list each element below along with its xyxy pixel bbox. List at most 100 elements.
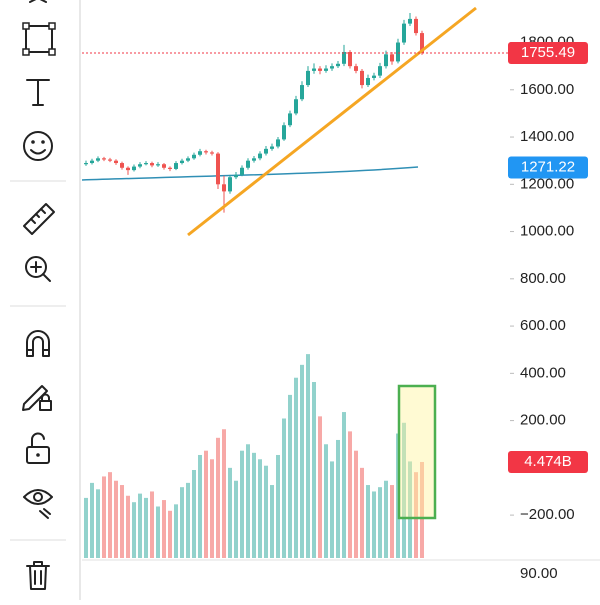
volume-bar	[138, 493, 142, 558]
candle-body	[288, 113, 292, 126]
y-tick-label: −200.00	[520, 506, 575, 523]
volume-bar	[384, 480, 388, 558]
volume-bar	[330, 461, 334, 558]
candle-body	[300, 85, 304, 100]
y-tick-label: 1200.00	[520, 175, 574, 192]
candle-body	[354, 66, 358, 71]
volume-bar	[108, 472, 112, 558]
candle-body	[96, 158, 100, 161]
volume-bar	[348, 431, 352, 558]
candle-body	[120, 163, 124, 168]
candle-body	[270, 146, 274, 149]
tool-partial[interactable]	[29, 0, 47, 3]
candle-body	[390, 54, 394, 62]
candle-body	[402, 23, 406, 43]
volume-bar	[174, 504, 178, 558]
candle-body	[228, 177, 232, 192]
volume-bar	[402, 422, 406, 558]
y-tick-label: 200.00	[520, 412, 566, 429]
visibility-tool[interactable]	[23, 489, 53, 519]
volume-bar	[222, 429, 226, 558]
volume-tag: 4.474B	[524, 453, 572, 470]
candle-body	[102, 158, 106, 160]
volume-bar	[180, 487, 184, 558]
candle-body	[162, 164, 166, 168]
volume-bar	[318, 416, 322, 558]
price-axis: 2000.001800.001600.001400.001200.001000.…	[82, 0, 588, 582]
y-tick-label: 2000.00	[520, 0, 574, 3]
volume-bar	[270, 485, 274, 558]
volume-bar	[408, 461, 412, 558]
lock-drawing-tool[interactable]	[22, 385, 52, 411]
candle-body	[330, 66, 334, 69]
volume-bar	[246, 444, 250, 558]
candle-body	[258, 153, 262, 159]
candle-body	[216, 153, 220, 185]
trend-line[interactable]	[187, 6, 477, 237]
candle-body	[186, 158, 190, 161]
moving-average-line	[81, 166, 419, 181]
volume-bar	[414, 472, 418, 558]
y-tick-label: 1600.00	[520, 81, 574, 98]
ma-value-tag-bg	[508, 156, 588, 179]
volume-bar	[120, 485, 124, 558]
candle-body	[360, 70, 364, 86]
candle-body	[324, 68, 328, 71]
volume-bar	[288, 394, 292, 558]
volume-bar	[342, 412, 346, 558]
candle-body	[126, 167, 130, 171]
candle-body	[132, 166, 136, 171]
text-tool[interactable]	[26, 79, 50, 106]
ma-value-tag: 1271.22	[521, 158, 575, 175]
last-price-tag: 1755.49	[521, 44, 575, 61]
volume-bar	[132, 502, 136, 558]
candle-body	[378, 66, 382, 76]
candle-body	[204, 151, 208, 153]
candle-body	[282, 125, 286, 140]
volume-bar	[354, 450, 358, 558]
candle-body	[198, 151, 202, 155]
volume-bar	[336, 439, 340, 558]
y-tick-label: 600.00	[520, 317, 566, 334]
volume-bar	[378, 487, 382, 558]
candle-body	[222, 184, 226, 192]
rectangle-tool[interactable]	[22, 22, 56, 56]
candle-body	[234, 174, 238, 178]
candle-body	[174, 163, 178, 169]
y-tick-label: 1400.00	[520, 128, 574, 145]
volume-bar	[192, 470, 196, 558]
candle-body	[408, 18, 412, 24]
candle-body	[192, 154, 196, 159]
last-price-tag-bg	[508, 42, 588, 65]
candle-body	[84, 163, 88, 165]
candle-body	[348, 51, 352, 67]
emoji-tool[interactable]	[23, 131, 53, 161]
candle-body	[180, 160, 184, 164]
volume-bar	[156, 506, 160, 558]
candle-body	[114, 160, 118, 164]
candle-body	[420, 33, 424, 54]
volume-bar	[150, 491, 154, 558]
zoom-tool[interactable]	[25, 256, 51, 282]
volume-bar	[126, 495, 130, 558]
volume-bar	[312, 382, 316, 558]
y-tick-label: 1000.00	[520, 223, 574, 240]
delete-tool[interactable]	[26, 561, 50, 590]
y-tick-label: 800.00	[520, 270, 566, 287]
candle-body	[252, 158, 256, 161]
y-tick-label: 400.00	[520, 364, 566, 381]
unlock-tool[interactable]	[26, 432, 50, 464]
candle-body	[210, 152, 214, 154]
volume-bar	[102, 476, 106, 558]
candle-body	[336, 63, 340, 67]
candle-body	[294, 99, 298, 114]
magnet-tool[interactable]	[26, 330, 50, 357]
candle-body	[366, 77, 370, 86]
candle-body	[306, 70, 310, 86]
volume-bar	[240, 450, 244, 558]
candle-body	[90, 160, 94, 164]
ruler-tool[interactable]	[23, 203, 55, 235]
highlight-box[interactable]	[397, 384, 437, 520]
volume-bar	[282, 418, 286, 558]
